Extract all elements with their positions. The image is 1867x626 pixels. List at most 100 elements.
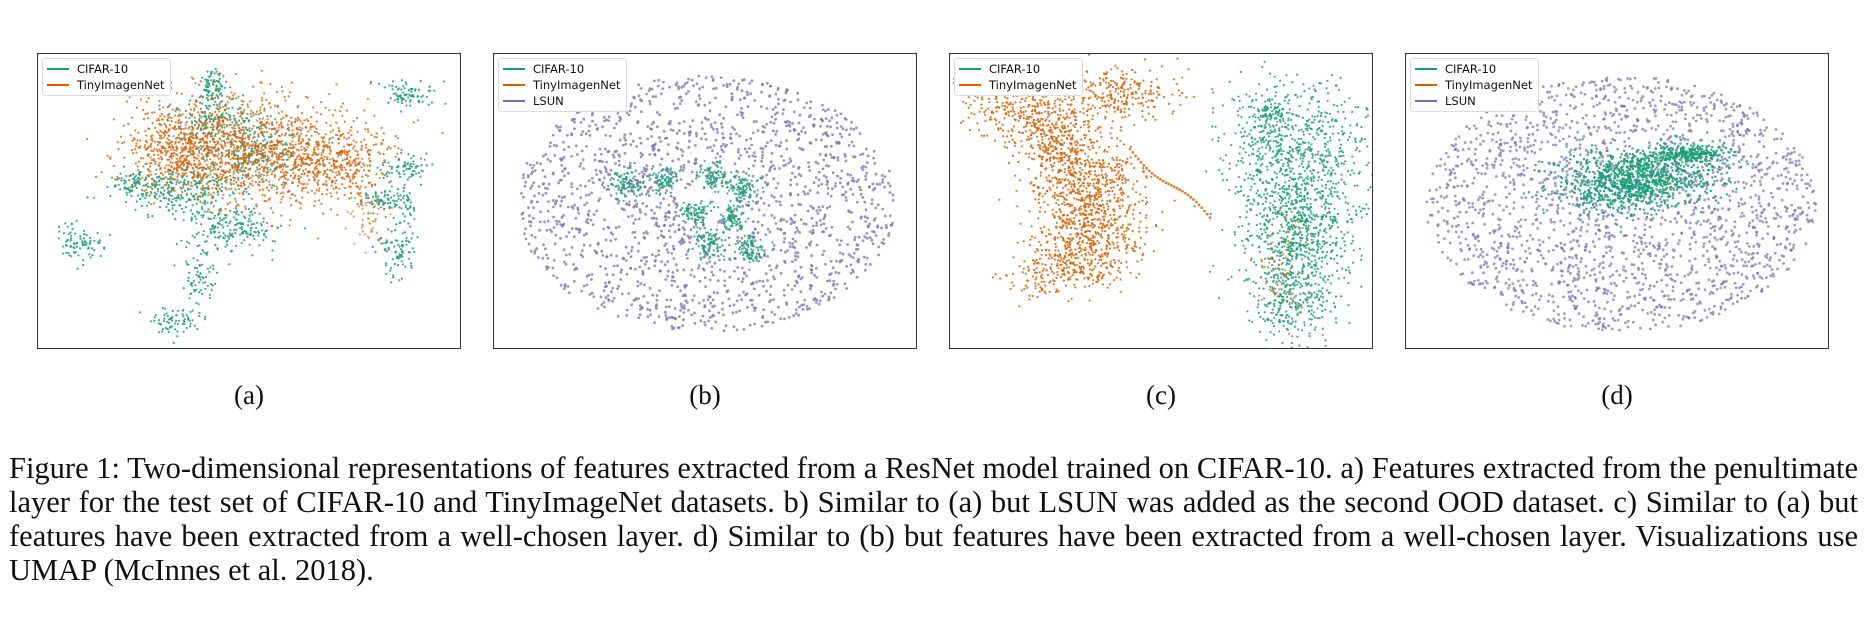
point-lsun [845,199,848,202]
point-cifar10 [262,135,265,138]
point-cifar10 [215,84,218,87]
point-cifar10 [170,200,173,204]
point-tinyimagenet [304,95,308,98]
point-tinyimagenet [232,176,235,179]
point-lsun [736,150,740,154]
point-tinyimagenet [369,149,372,152]
point-tinyimagenet [137,160,141,163]
point-tinyimagenet [312,176,315,179]
point-tinyimagenet [175,149,178,152]
point-lsun [614,237,617,241]
point-cifar10 [229,233,232,237]
point-tinyimagenet [258,142,261,146]
point-tinyimagenet [358,233,361,236]
point-tinyimagenet [174,125,177,128]
point-lsun [888,169,891,173]
point-lsun [601,125,604,129]
point-cifar10 [88,243,91,246]
point-tinyimagenet [316,145,319,148]
point-cifar10 [180,193,183,197]
point-cifar10 [205,88,208,91]
point-tinyimagenet [169,141,172,144]
point-cifar10 [82,237,86,240]
point-tinyimagenet [121,142,124,145]
point-tinyimagenet [338,151,341,154]
point-tinyimagenet [265,130,269,134]
point-tinyimagenet [355,141,358,144]
point-cifar10 [313,130,316,133]
point-lsun [820,138,823,142]
point-lsun [703,103,707,107]
point-cifar10 [137,176,140,179]
point-cifar10 [198,101,202,104]
point-cifar10 [207,217,210,220]
point-lsun [562,214,565,217]
point-cifar10 [383,249,386,252]
point-lsun [743,271,746,275]
point-tinyimagenet [334,176,337,179]
point-tinyimagenet [117,148,120,151]
point-lsun [877,253,880,257]
point-lsun [791,237,795,241]
point-cifar10 [141,195,144,198]
point-tinyimagenet [280,158,283,161]
point-tinyimagenet [203,187,206,190]
point-tinyimagenet [294,166,297,169]
point-tinyimagenet [195,100,198,103]
point-tinyimagenet [307,130,310,133]
point-cifar10 [183,318,186,321]
point-tinyimagenet [351,182,354,185]
point-cifar10 [142,193,145,196]
point-tinyimagenet [236,161,240,164]
point-tinyimagenet [228,170,231,174]
point-cifar10 [185,260,188,263]
point-cifar10 [255,221,258,224]
point-cifar10 [153,196,157,199]
point-lsun [684,221,687,224]
point-tinyimagenet [281,90,284,93]
point-lsun [664,218,668,222]
point-tinyimagenet [295,157,298,160]
point-tinyimagenet [173,127,176,131]
point-cifar10 [240,226,243,229]
point-tinyimagenet [215,143,218,146]
point-cifar10 [215,107,218,110]
point-lsun [674,210,677,214]
point-lsun [847,253,851,256]
point-lsun [758,279,762,283]
point-cifar10 [220,94,224,97]
point-lsun [623,133,627,137]
point-tinyimagenet [364,173,367,177]
point-tinyimagenet [150,159,154,162]
point-tinyimagenet [234,197,237,200]
point-cifar10 [412,209,416,212]
point-cifar10 [404,265,407,268]
point-lsun [637,241,641,245]
point-cifar10 [155,181,158,184]
point-cifar10 [408,167,412,170]
point-lsun [587,129,591,133]
point-lsun [721,132,724,136]
point-lsun [567,291,571,294]
point-lsun [795,183,799,186]
point-cifar10 [207,94,210,97]
point-lsun [873,186,877,190]
point-tinyimagenet [235,135,238,138]
point-cifar10 [245,117,249,120]
point-lsun [682,240,686,244]
point-lsun [624,138,627,142]
point-cifar10 [234,223,237,227]
point-tinyimagenet [370,203,374,206]
point-tinyimagenet [167,104,171,107]
point-tinyimagenet [363,109,366,112]
point-cifar10 [218,77,221,80]
point-tinyimagenet [288,91,291,94]
point-lsun [778,144,782,148]
point-tinyimagenet [217,168,220,171]
point-tinyimagenet [232,134,235,137]
point-tinyimagenet [264,124,267,127]
point-lsun [683,307,686,310]
point-lsun [742,290,745,294]
point-cifar10 [106,185,109,188]
point-lsun [708,260,712,264]
